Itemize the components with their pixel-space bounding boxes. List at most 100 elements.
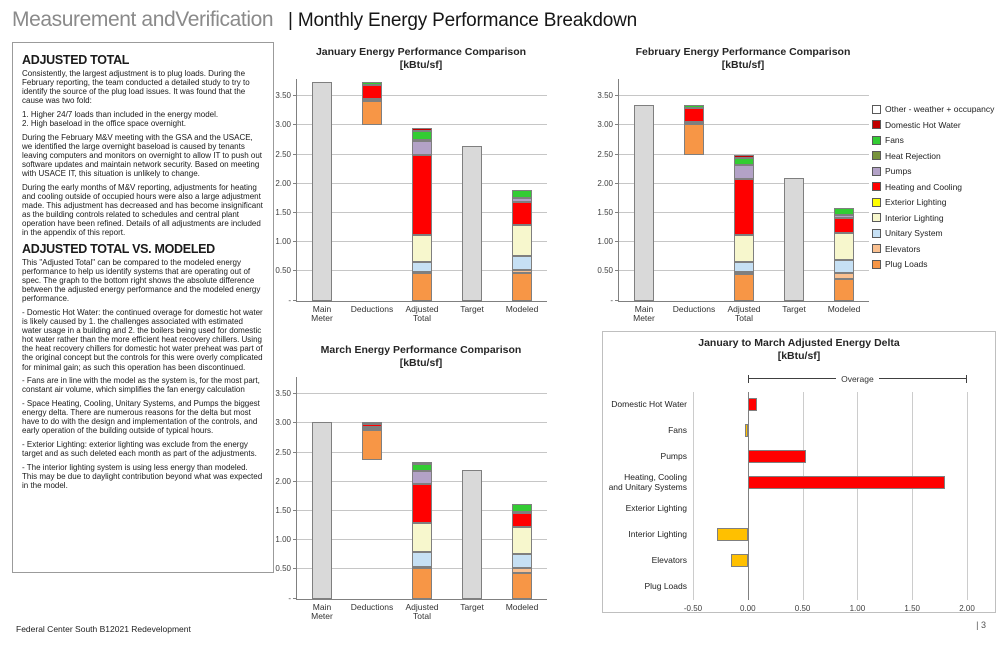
bar-segment-unitary [834,259,854,274]
bar-segment-pumps [412,471,432,484]
axis-tick-mark [615,212,619,213]
unitary-swatch [872,228,881,238]
bar-segment-heating_cooling [834,217,854,233]
bar-segment-heating_cooling [362,85,382,99]
y-tick-label: 2.50 [275,447,291,457]
bar-segment-plug_loads [684,124,704,155]
bar-segment-int_lighting [734,234,754,262]
sidebar-text-box: ADJUSTED TOTAL Consistently, the largest … [12,42,274,573]
gridline [619,124,869,126]
gridline [857,392,859,600]
axis-tick-mark [293,393,297,395]
footer-page-number: | 3 [976,620,986,630]
annotation-end-cap [747,374,749,383]
axis-tick-mark [615,182,619,184]
bar-segment-fans [412,131,432,140]
bar-segment-heating_cooling [412,483,432,524]
other-swatch [872,104,881,114]
legend-label: Domestic Hot Water [885,119,961,130]
plug_loads-swatch [872,259,881,269]
legend-label: Elevators [885,243,921,254]
delta-row-label: Pumps [660,451,687,462]
february-chart: February Energy Performance Comparison [… [572,46,872,323]
bar-segment-pumps [834,215,854,218]
legend-item: Fans [872,135,994,145]
bar-segment-elevators [734,272,754,275]
x-axis-label: Modeled [505,601,539,612]
gridline [912,392,914,600]
chart-subtitle: [kBtu/sf] [777,349,821,362]
axis-tick-mark [293,153,297,155]
legend-label: Unitary System [885,228,943,238]
sidebar-paragraph: Consistently, the largest adjustment is … [22,69,250,106]
legend-label: Interior Lighting [885,212,944,223]
y-tick-label: 3.50 [597,91,613,101]
bar-segment-plug_loads [734,274,754,301]
sidebar-paragraph: 1. Higher 24/7 loads than included in th… [22,109,219,129]
axis-tick-mark [293,451,297,453]
x-tick-label: -0.50 [683,604,703,613]
delta-row-label: Elevators [651,555,687,566]
bar-segment-fans [684,104,704,108]
x-axis-label: Adjusted Total [405,601,439,622]
delta-bar-negative [717,528,748,541]
bar-segment-int_lighting [412,234,432,262]
bar-segment-plug_loads [412,273,432,301]
bar-segment-unitary [512,255,532,270]
january-chart: January Energy Performance Comparison [k… [250,46,550,323]
gridline [802,392,804,600]
chart-title: March Energy Performance Comparison [320,344,522,356]
bar-segment-fans [512,504,532,512]
bar-segment-fans [512,190,532,198]
bar-main-meter [312,422,332,599]
axis-tick-mark [293,299,297,301]
zero-line [747,392,749,600]
axis-tick-mark [615,95,619,97]
page-title: Measurement andVerification [12,8,274,31]
bar-segment-int_lighting [834,232,854,260]
legend-label: Other - weather + occupancy [885,104,995,114]
x-tick-label: 2.00 [959,604,975,613]
bar-segment-fans [362,81,382,85]
x-axis-label: Adjusted Total [727,303,761,324]
axis-tick-mark [293,480,297,482]
bar-segment-plug_loads [834,279,854,301]
legend-item: Heating and Cooling [872,182,994,192]
y-tick-label: 1.00 [275,535,291,545]
gridline [619,95,869,97]
bar-segment-unitary [412,551,432,567]
bar-segment-pumps [412,141,432,156]
x-axis-label: Adjusted Total [405,303,439,324]
y-tick-label: 2.00 [597,178,613,188]
bar-segment-int_lighting [512,225,532,256]
legend-label: Heat Rejection [885,150,941,161]
delta-chart: January to March Adjusted Energy Delta [… [602,331,996,613]
bar-segment-unitary [734,261,754,272]
x-axis-label: Deductions [350,303,394,314]
plot-area: 3.50 3.00 2.50 2.00 1.50 1.00 0.50 - Main Meter D… [275,78,547,323]
delta-bar-negative [744,424,748,437]
bar-segment-elevators [512,567,532,573]
gridline [297,451,547,453]
section-header: | Monthly Energy Performance Breakdown [288,10,638,31]
legend-item: Other - weather + occupancy [872,104,994,114]
axis-tick-mark [615,241,619,243]
annotation-label: Overage [841,373,874,384]
delta-bar-positive [747,398,757,411]
sidebar-paragraph: - Exterior Lighting: exterior lighting w… [22,439,257,458]
x-tick-label: 0.00 [740,604,756,613]
bar-segment-pumps [734,164,754,179]
sidebar-paragraph: During the February M&V meeting with the… [22,132,262,179]
plot-area: 3.50 3.00 2.50 2.00 1.50 1.00 0.50 - Main Meter D… [275,376,547,621]
bar-target [462,470,482,599]
axis-tick-mark [293,95,297,97]
y-tick-label: - [288,295,291,305]
axis-tick-mark [293,539,297,541]
bar-target [462,145,482,301]
y-tick-label: 2.00 [275,178,291,188]
sidebar-paragraph: During the early months of M&V reporting… [22,182,263,238]
delta-bar-negative [731,554,748,567]
sidebar-section-heading: ADJUSTED TOTAL [22,53,130,67]
bar-segment-fans [734,158,754,165]
axis-tick-mark [293,597,297,599]
